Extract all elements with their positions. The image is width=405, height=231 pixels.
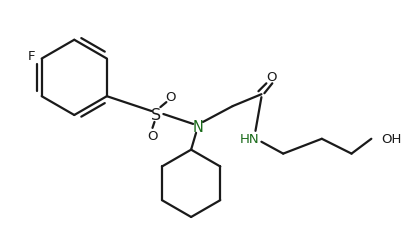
Text: F: F bbox=[28, 50, 36, 63]
Text: N: N bbox=[193, 120, 203, 135]
Text: O: O bbox=[147, 130, 158, 143]
Text: HN: HN bbox=[240, 133, 259, 146]
Text: S: S bbox=[151, 107, 162, 122]
Text: O: O bbox=[266, 71, 277, 84]
Text: OH: OH bbox=[381, 133, 402, 146]
Text: O: O bbox=[165, 90, 175, 103]
